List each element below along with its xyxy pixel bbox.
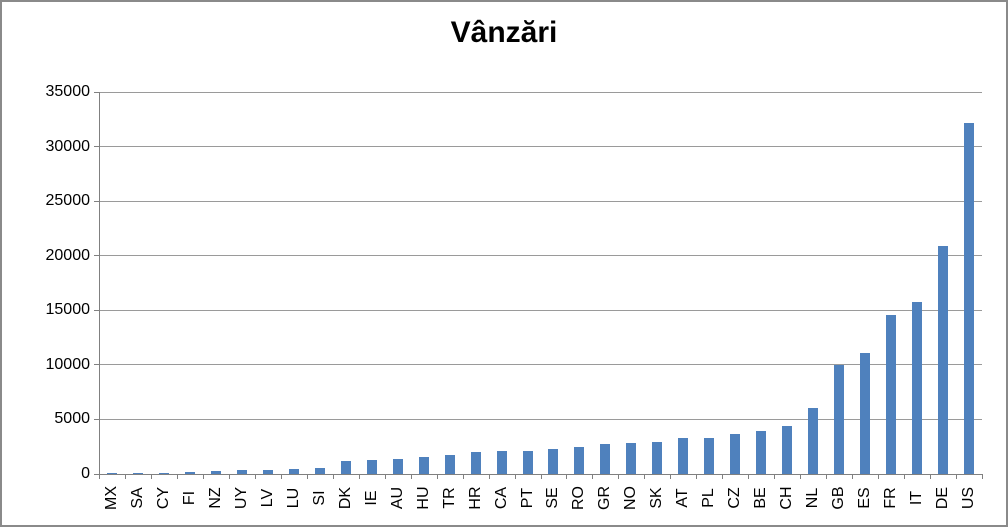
y-tick-label-15000: 15000 <box>45 301 91 319</box>
x-tick-21 <box>644 474 645 479</box>
bar-SE <box>548 449 558 474</box>
y-tick-5000 <box>94 418 99 420</box>
gridline-35000 <box>99 91 982 93</box>
y-tick-20000 <box>94 255 99 257</box>
bar-CZ <box>730 434 740 474</box>
x-tick-9 <box>333 474 334 479</box>
x-tick-25 <box>748 474 749 479</box>
y-tick-label-35000: 35000 <box>45 83 91 100</box>
x-tick-24 <box>722 474 723 479</box>
x-tick-label-US: US <box>960 486 977 510</box>
x-tick-3 <box>177 474 178 479</box>
bar-LU <box>289 469 299 474</box>
bar-NL <box>808 408 818 474</box>
x-axis-line <box>99 474 982 475</box>
chart-title: Vânzări <box>450 16 558 49</box>
bar-NO <box>626 443 636 474</box>
x-tick-7 <box>281 474 282 479</box>
x-tick-34 <box>982 474 983 479</box>
bar-CY <box>159 473 169 474</box>
x-tick-33 <box>956 474 957 479</box>
x-tick-5 <box>229 474 230 479</box>
bar-DK <box>341 461 351 474</box>
x-tick-28 <box>826 474 827 479</box>
y-tick-10000 <box>94 364 99 366</box>
y-tick-label-25000: 25000 <box>45 192 91 210</box>
x-tick-8 <box>307 474 308 479</box>
bar-AT <box>678 438 688 474</box>
bar-MX <box>107 473 117 474</box>
y-tick-0 <box>94 473 99 475</box>
y-tick-label-5000: 5000 <box>54 410 90 428</box>
x-tick-12 <box>411 474 412 479</box>
x-tick-17 <box>541 474 542 479</box>
x-tick-11 <box>385 474 386 479</box>
x-tick-27 <box>800 474 801 479</box>
bar-SK <box>652 442 662 474</box>
gridline-15000 <box>99 309 982 311</box>
bar-HU <box>419 457 429 474</box>
bar-CA <box>497 451 507 474</box>
bar-NZ <box>211 471 221 474</box>
bar-SA <box>133 473 143 474</box>
bar-SI <box>315 468 325 474</box>
x-tick-29 <box>852 474 853 479</box>
x-tick-20 <box>618 474 619 479</box>
bar-RO <box>574 447 584 474</box>
x-tick-23 <box>696 474 697 479</box>
x-tick-19 <box>592 474 593 479</box>
x-tick-22 <box>670 474 671 479</box>
x-tick-26 <box>774 474 775 479</box>
bar-GR <box>600 444 610 474</box>
gridline-10000 <box>99 364 982 366</box>
y-tick-25000 <box>94 200 99 202</box>
x-tick-6 <box>255 474 256 479</box>
y-tick-label-0: 0 <box>81 465 90 482</box>
bar-IT <box>912 302 922 474</box>
bar-HR <box>471 452 481 474</box>
bar-LV <box>263 470 273 474</box>
x-tick-16 <box>515 474 516 479</box>
x-tick-15 <box>489 474 490 479</box>
x-tick-30 <box>878 474 879 479</box>
gridline-30000 <box>99 146 982 148</box>
bar-GB <box>834 365 844 474</box>
y-tick-35000 <box>94 91 99 93</box>
bar-AU <box>393 459 403 474</box>
y-tick-label-30000: 30000 <box>45 137 91 155</box>
bar-CH <box>782 426 792 474</box>
x-tick-13 <box>437 474 438 479</box>
gridline-25000 <box>99 200 982 202</box>
x-tick-2 <box>151 474 152 479</box>
bar-IE <box>367 460 377 474</box>
bar-PL <box>704 438 714 474</box>
y-axis-line <box>99 92 100 475</box>
y-tick-label-10000: 10000 <box>45 355 91 373</box>
bar-DE <box>938 246 948 474</box>
bar-TR <box>445 455 455 474</box>
y-tick-30000 <box>94 146 99 148</box>
bar-PT <box>523 451 533 474</box>
bar-UY <box>237 470 247 474</box>
bar-BE <box>756 431 766 474</box>
x-tick-10 <box>359 474 360 479</box>
x-tick-0 <box>99 474 100 479</box>
bar-ES <box>860 353 870 474</box>
x-tick-14 <box>463 474 464 479</box>
y-tick-15000 <box>94 309 99 311</box>
bar-FI <box>185 472 195 474</box>
gridline-20000 <box>99 255 982 257</box>
x-tick-18 <box>566 474 567 479</box>
x-tick-32 <box>930 474 931 479</box>
bar-US <box>964 123 974 474</box>
bar-FR <box>886 315 896 474</box>
y-tick-label-20000: 20000 <box>45 246 91 264</box>
x-tick-31 <box>904 474 905 479</box>
x-tick-4 <box>203 474 204 479</box>
x-tick-1 <box>125 474 126 479</box>
gridline-5000 <box>99 418 982 420</box>
